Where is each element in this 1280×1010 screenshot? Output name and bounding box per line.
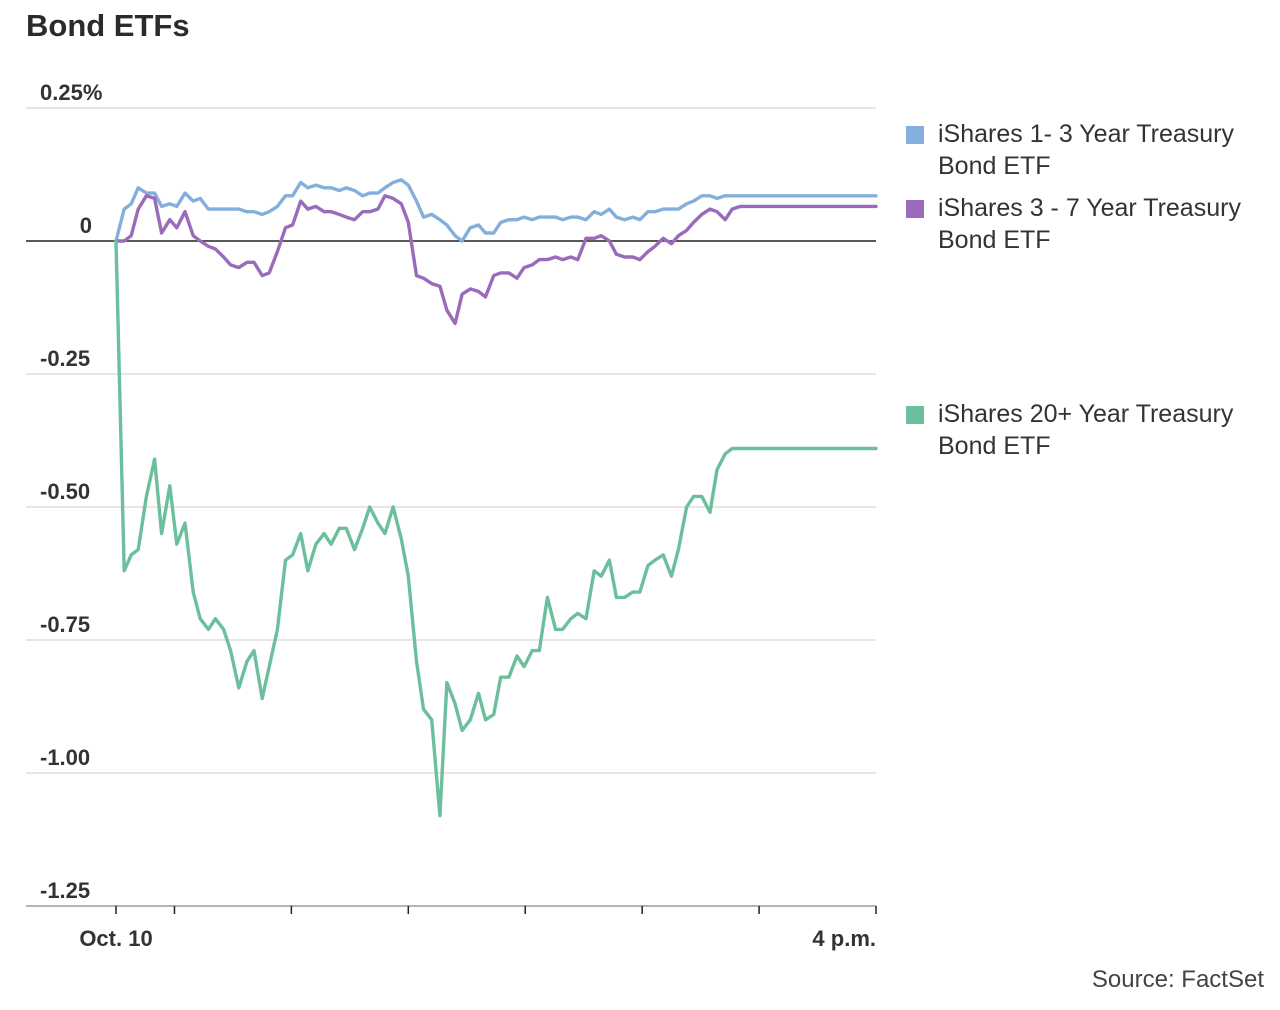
y-tick-label-5: -1.00	[40, 745, 90, 770]
y-tick-label-3: -0.50	[40, 479, 90, 504]
source-note: Source: FactSet	[1091, 966, 1264, 993]
series-line-20-year	[114, 239, 878, 818]
series-line-1-3-year	[114, 178, 878, 243]
y-tick-label-0: 0.25%	[40, 80, 102, 105]
series-line-3-7-year	[114, 194, 878, 326]
legend-swatch-3-7-year	[906, 200, 924, 218]
y-tick-label-2: -0.25	[40, 346, 90, 371]
legend-swatch-1-3-year	[906, 126, 924, 144]
legend-label-1-3-year: iShares 1- 3 Year Treasury Bond ETF	[938, 120, 1234, 180]
legend-swatch-20-year	[906, 406, 924, 424]
y-tick-label-1: 0	[80, 213, 92, 238]
legend-label-3-7-year: iShares 3 - 7 Year Treasury Bond ETF	[938, 194, 1241, 254]
x-tick-label-7: 4 p.m.	[812, 926, 876, 951]
y-tick-label-4: -0.75	[40, 612, 90, 637]
y-tick-label-6: -1.25	[40, 878, 90, 903]
x-tick-label-0: Oct. 10	[79, 926, 152, 951]
chart-title: Bond ETFs	[26, 8, 190, 43]
legend-label-20-year: iShares 20+ Year Treasury Bond ETF	[938, 400, 1234, 460]
